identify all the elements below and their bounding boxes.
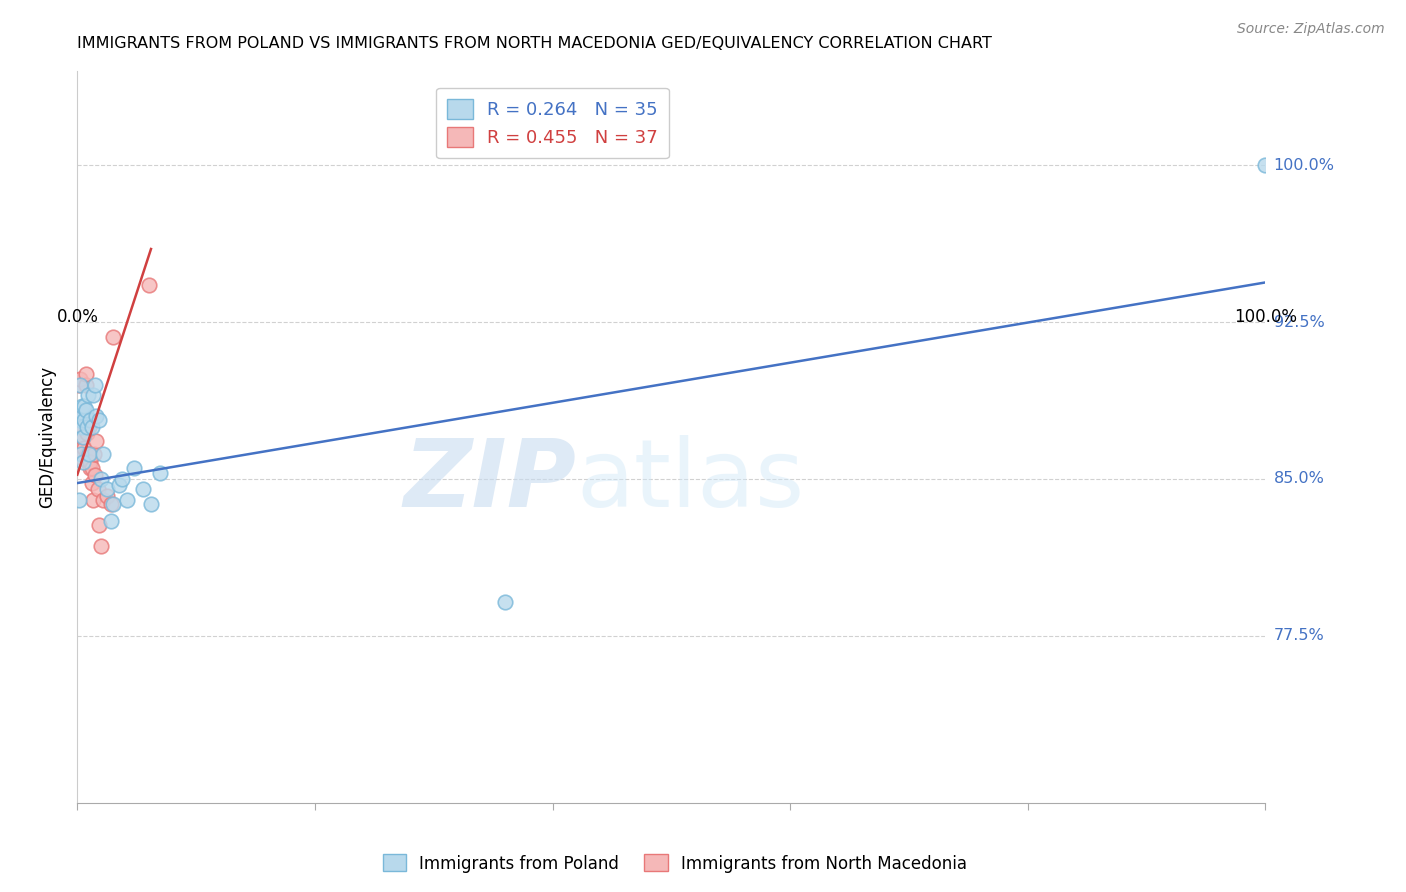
Point <box>138 277 160 292</box>
Point <box>67 377 90 392</box>
Point <box>72 447 94 461</box>
Point <box>76 419 98 434</box>
Y-axis label: GED/Equivalency: GED/Equivalency <box>38 366 56 508</box>
Point <box>100 514 122 528</box>
Point <box>67 419 90 434</box>
Point <box>79 461 101 475</box>
Text: Source: ZipAtlas.com: Source: ZipAtlas.com <box>1237 22 1385 37</box>
Point <box>69 371 91 385</box>
Text: 85.0%: 85.0% <box>1274 471 1324 486</box>
Point <box>100 497 122 511</box>
Point <box>84 377 107 392</box>
Text: 0.0%: 0.0% <box>56 308 98 326</box>
Point <box>82 388 104 402</box>
Point <box>139 497 162 511</box>
Point <box>72 430 94 444</box>
Point <box>70 419 93 434</box>
Point <box>73 413 96 427</box>
Point <box>111 472 134 486</box>
Point <box>67 492 90 507</box>
Point <box>115 492 138 507</box>
Point <box>76 447 98 461</box>
Point <box>77 419 100 434</box>
Point <box>96 483 118 497</box>
Point <box>73 441 96 455</box>
Text: 77.5%: 77.5% <box>1274 628 1324 643</box>
Point <box>75 377 97 392</box>
Legend: R = 0.264   N = 35, R = 0.455   N = 37: R = 0.264 N = 35, R = 0.455 N = 37 <box>436 87 669 158</box>
Point <box>80 476 103 491</box>
Point <box>1254 158 1277 172</box>
Text: 100.0%: 100.0% <box>1234 308 1296 326</box>
Point <box>70 405 93 419</box>
Point <box>73 399 96 413</box>
Point <box>77 455 100 469</box>
Point <box>131 483 153 497</box>
Point <box>70 447 93 461</box>
Point <box>77 413 100 427</box>
Point <box>70 419 93 434</box>
Text: 92.5%: 92.5% <box>1274 315 1324 330</box>
Point <box>72 430 94 444</box>
Point <box>72 455 94 469</box>
Point <box>69 377 91 392</box>
Point <box>149 466 172 480</box>
Point <box>93 492 115 507</box>
Point <box>75 368 97 382</box>
Text: 100.0%: 100.0% <box>1274 158 1334 173</box>
Point <box>70 399 93 413</box>
Point <box>90 539 112 553</box>
Point <box>86 434 108 449</box>
Point <box>70 430 93 444</box>
Point <box>80 419 103 434</box>
Point <box>77 388 100 402</box>
Point <box>73 409 96 424</box>
Point <box>77 447 100 461</box>
Point <box>69 409 91 424</box>
Point <box>96 489 118 503</box>
Point <box>79 455 101 469</box>
Point <box>69 413 91 427</box>
Point <box>83 447 105 461</box>
Point <box>90 472 112 486</box>
Point <box>124 461 146 475</box>
Point <box>108 478 131 492</box>
Legend: Immigrants from Poland, Immigrants from North Macedonia: Immigrants from Poland, Immigrants from … <box>377 847 973 880</box>
Point <box>86 483 108 497</box>
Point <box>494 595 516 609</box>
Text: IMMIGRANTS FROM POLAND VS IMMIGRANTS FROM NORTH MACEDONIA GED/EQUIVALENCY CORREL: IMMIGRANTS FROM POLAND VS IMMIGRANTS FRO… <box>77 36 993 51</box>
Point <box>93 447 115 461</box>
Point <box>87 517 110 532</box>
Point <box>79 413 101 427</box>
Text: atlas: atlas <box>576 435 804 527</box>
Text: ZIP: ZIP <box>404 435 576 527</box>
Point <box>101 330 124 344</box>
Point <box>70 450 93 465</box>
Point <box>82 492 104 507</box>
Point <box>70 405 93 419</box>
Point <box>72 430 94 444</box>
Point <box>86 409 108 424</box>
Point <box>80 461 103 475</box>
Point <box>87 413 110 427</box>
Point <box>77 447 100 461</box>
Point <box>84 467 107 482</box>
Point <box>76 425 98 440</box>
Point <box>75 403 97 417</box>
Point <box>101 497 124 511</box>
